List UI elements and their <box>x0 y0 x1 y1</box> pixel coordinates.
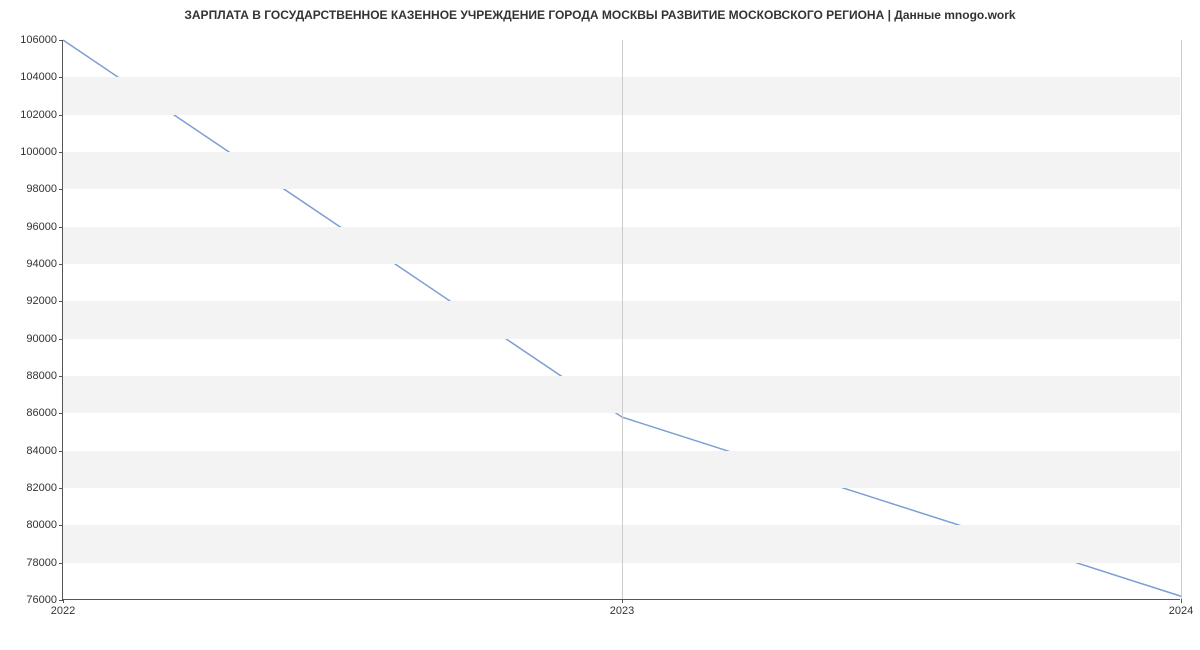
y-tick-label: 82000 <box>26 482 63 494</box>
y-tick-label: 98000 <box>26 183 63 195</box>
y-tick-mark <box>59 264 63 265</box>
y-tick-label: 96000 <box>26 221 63 233</box>
x-grid-line <box>622 40 623 599</box>
y-tick-mark <box>59 301 63 302</box>
y-tick-mark <box>59 40 63 41</box>
y-tick-mark <box>59 115 63 116</box>
y-tick-mark <box>59 451 63 452</box>
y-tick-mark <box>59 563 63 564</box>
y-tick-mark <box>59 339 63 340</box>
y-tick-label: 88000 <box>26 370 63 382</box>
y-tick-label: 104000 <box>20 71 63 83</box>
y-tick-label: 106000 <box>20 34 63 46</box>
y-tick-label: 100000 <box>20 146 63 158</box>
y-tick-label: 80000 <box>26 519 63 531</box>
y-tick-mark <box>59 413 63 414</box>
y-tick-mark <box>59 488 63 489</box>
y-tick-mark <box>59 152 63 153</box>
plot-area: 7600078000800008200084000860008800090000… <box>62 40 1180 600</box>
y-tick-label: 102000 <box>20 109 63 121</box>
y-tick-label: 86000 <box>26 407 63 419</box>
x-tick-mark <box>622 599 623 603</box>
y-tick-mark <box>59 77 63 78</box>
chart-title: ЗАРПЛАТА В ГОСУДАРСТВЕННОЕ КАЗЕННОЕ УЧРЕ… <box>0 8 1200 22</box>
y-tick-label: 78000 <box>26 557 63 569</box>
y-tick-label: 94000 <box>26 258 63 270</box>
x-tick-mark <box>63 599 64 603</box>
y-tick-label: 92000 <box>26 295 63 307</box>
y-tick-label: 84000 <box>26 445 63 457</box>
x-tick-mark <box>1181 599 1182 603</box>
y-tick-mark <box>59 525 63 526</box>
x-grid-line <box>1181 40 1182 599</box>
y-tick-mark <box>59 227 63 228</box>
y-tick-mark <box>59 189 63 190</box>
salary-line-chart: ЗАРПЛАТА В ГОСУДАРСТВЕННОЕ КАЗЕННОЕ УЧРЕ… <box>0 0 1200 650</box>
y-tick-label: 90000 <box>26 333 63 345</box>
y-tick-mark <box>59 376 63 377</box>
